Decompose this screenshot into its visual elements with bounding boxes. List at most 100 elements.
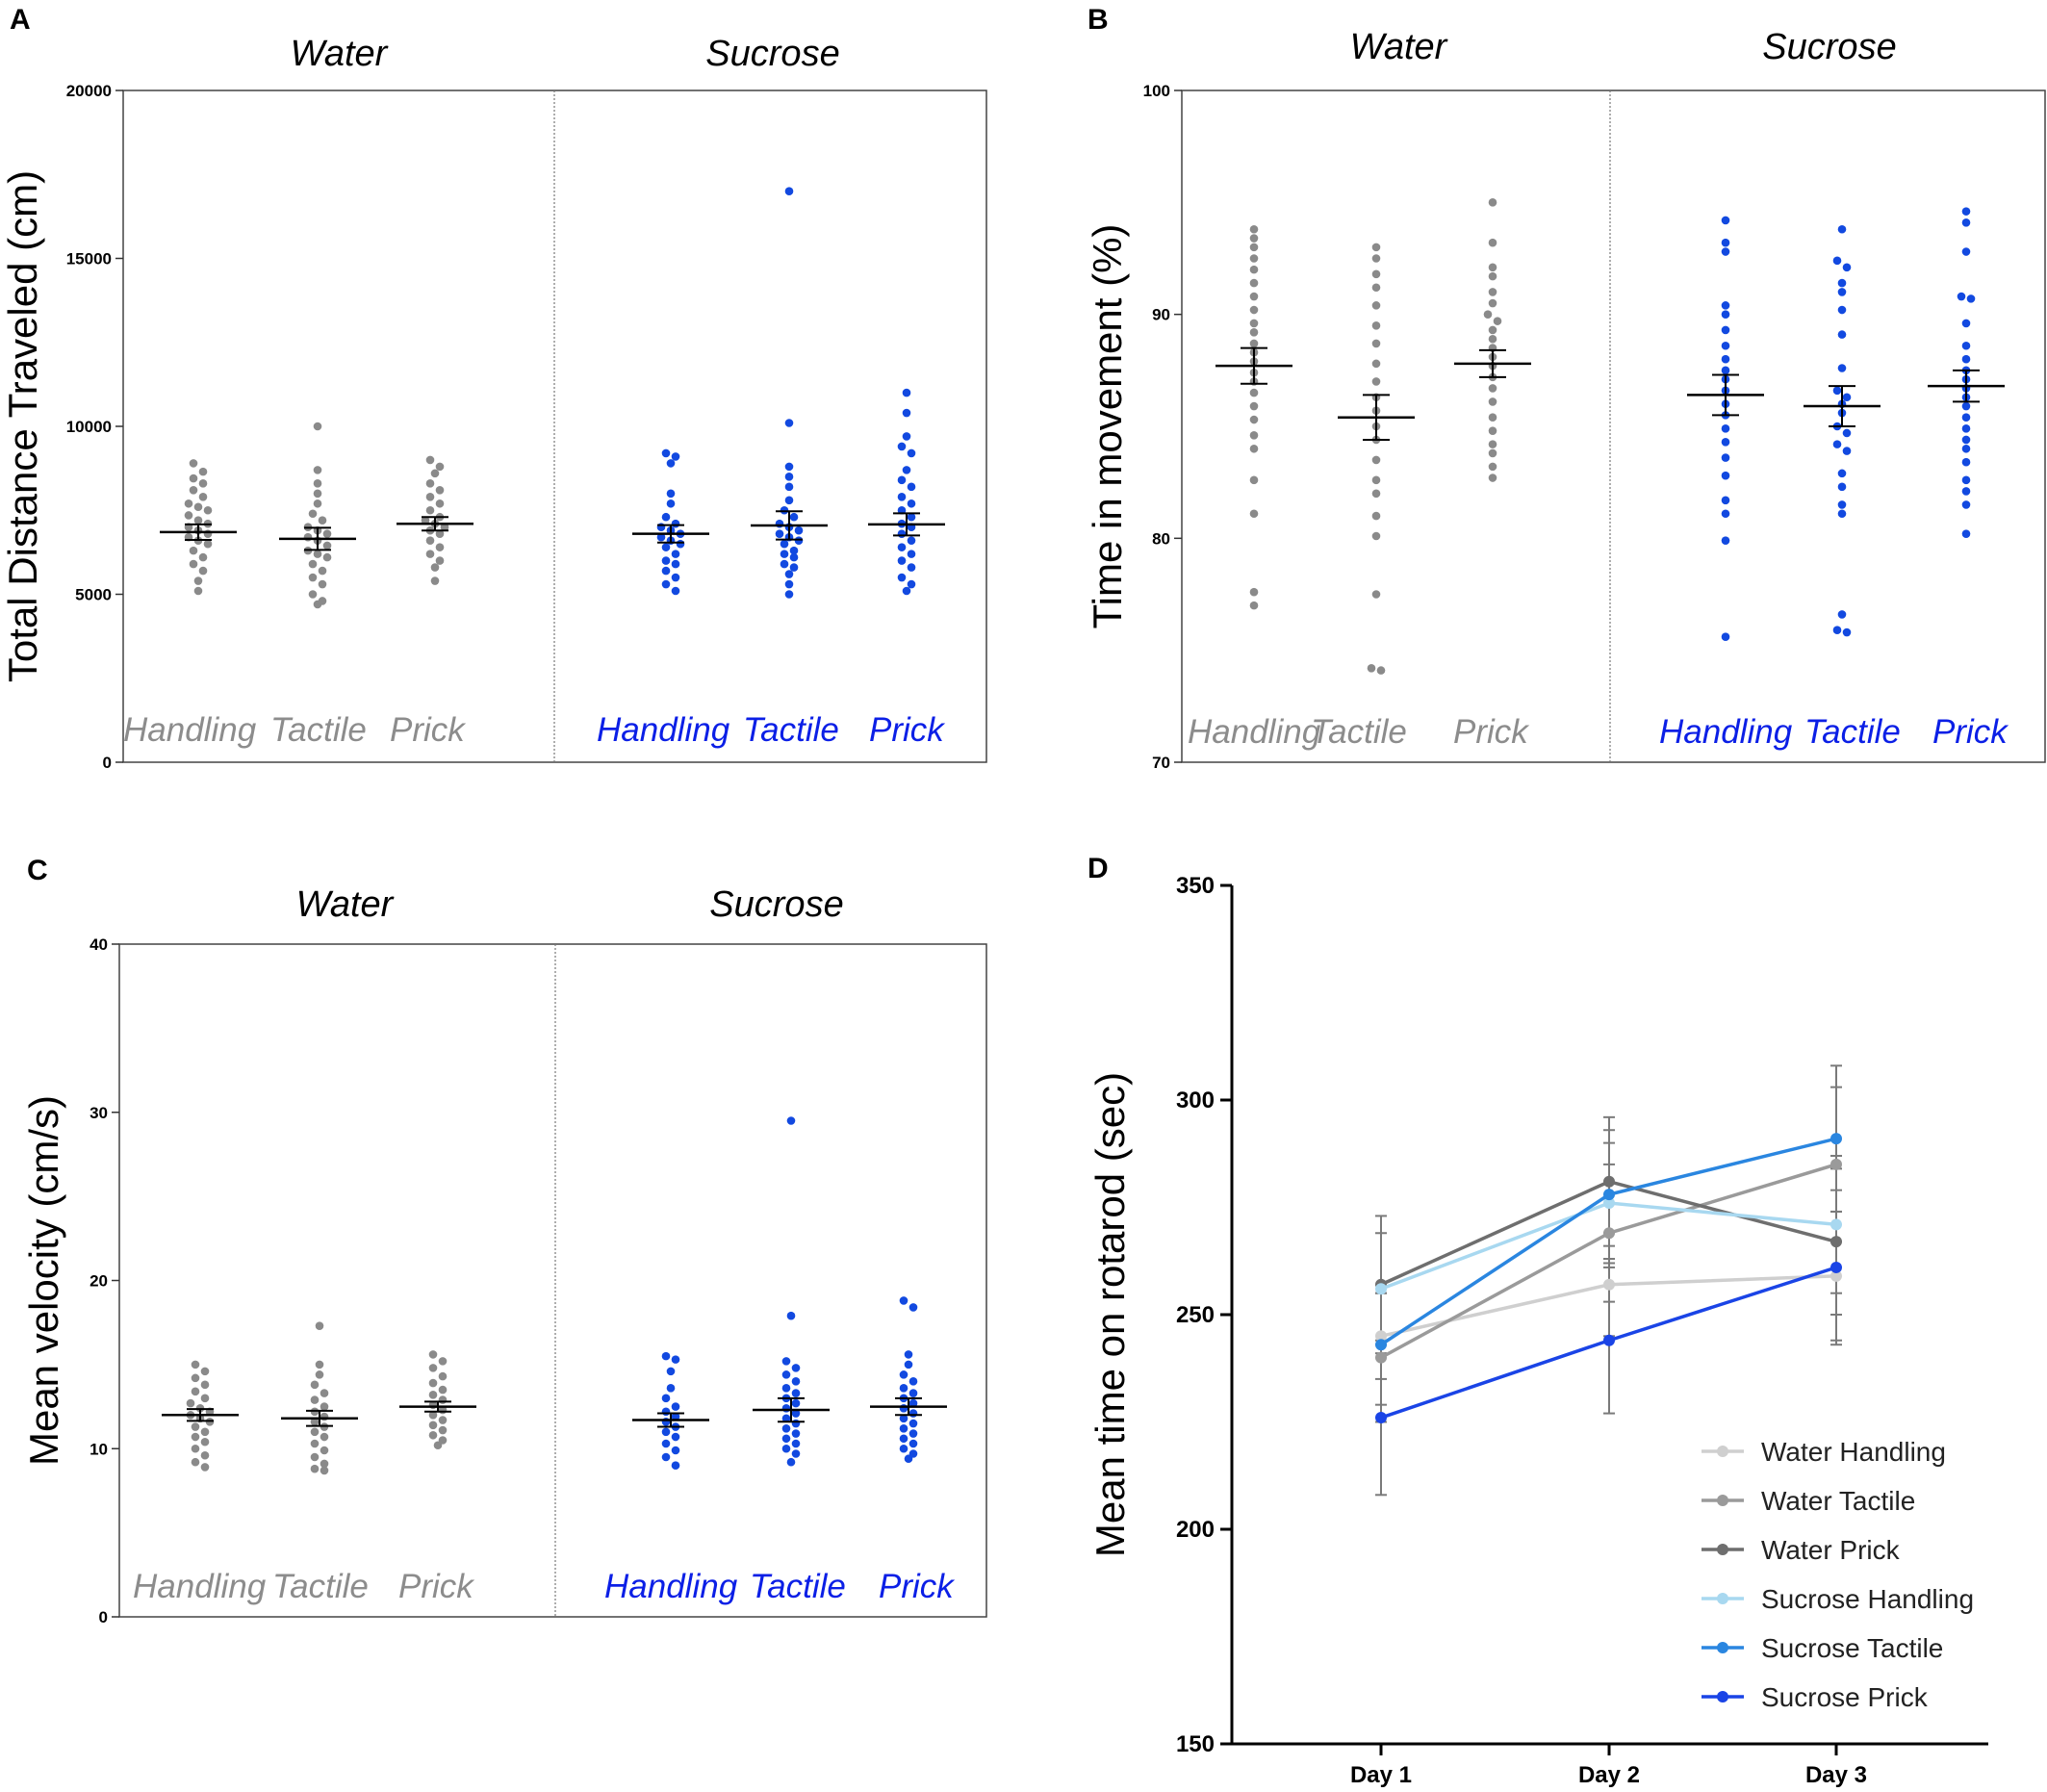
data-point [313, 499, 322, 508]
category-label-sucrose-prick: Prick [869, 711, 945, 749]
data-point [789, 563, 799, 572]
data-point [904, 1454, 913, 1464]
category-label-water-prick: Prick [390, 711, 466, 749]
y-tick-label: 250 [1176, 1302, 1215, 1328]
data-point [428, 1430, 438, 1440]
data-point [308, 573, 318, 582]
data-point [671, 1412, 680, 1421]
data-point [313, 422, 322, 431]
data-point [908, 1303, 918, 1312]
data-point [1249, 254, 1259, 263]
data-point [430, 469, 440, 478]
data-point [1249, 587, 1259, 597]
data-point [440, 523, 449, 531]
data-point [786, 1116, 796, 1125]
panel-b: B 70 80 90 100 Time in movement (%) Water Sucro… [1085, 4, 2046, 772]
data-point [425, 536, 435, 545]
data-point [1961, 247, 1971, 256]
data-point [781, 1423, 791, 1433]
data-point [661, 556, 671, 565]
data-point [1488, 271, 1497, 281]
data-point [1961, 435, 1971, 445]
data-point [433, 1441, 443, 1450]
series-point-sucrose-prick [1603, 1334, 1615, 1346]
y-tick-label: 20000 [66, 82, 112, 100]
data-point [189, 474, 198, 483]
data-point [907, 563, 916, 572]
data-point [897, 556, 907, 565]
panel-letter: B [1087, 4, 1109, 36]
data-point [1488, 198, 1497, 207]
data-point [191, 1432, 200, 1442]
data-point [1371, 321, 1381, 330]
y-tick-label: 40 [90, 935, 108, 954]
series-point-sucrose-tactile [1830, 1133, 1842, 1145]
data-point [425, 479, 435, 488]
data-point [899, 1404, 908, 1413]
legend-marker-sucrose-tactile [1717, 1642, 1728, 1653]
y-axis-label: Mean velocity (cm/s) [21, 1095, 66, 1466]
y-tick-label: 350 [1176, 873, 1215, 899]
data-point [203, 529, 213, 538]
y-tick-label: 70 [1152, 754, 1170, 772]
category-label-sucrose-handling: Handling [597, 711, 730, 749]
y-tick-label: 30 [90, 1104, 108, 1122]
data-point [189, 546, 198, 555]
data-point [775, 529, 784, 538]
data-point [198, 492, 208, 501]
data-point [791, 1398, 801, 1408]
data-point [310, 1395, 320, 1404]
data-point [320, 1432, 329, 1442]
data-point [908, 1398, 918, 1408]
category-label-sucrose-tactile: Tactile [750, 1568, 846, 1605]
data-point [907, 482, 916, 492]
data-point [1842, 428, 1852, 438]
data-point [198, 552, 208, 562]
data-point [781, 1370, 791, 1379]
data-point [438, 1371, 448, 1381]
legend-marker-water-handling [1717, 1446, 1728, 1457]
data-point [1721, 354, 1730, 364]
plot-frame [1181, 90, 2046, 763]
category-label-water-handling: Handling [1188, 713, 1321, 751]
panel-a: A 0 5000 10000 15000 20000 Total Distance Trav… [0, 4, 987, 772]
data-point [1837, 482, 1847, 492]
x-tick-label-day-2: Day 2 [1578, 1762, 1640, 1788]
data-point [897, 492, 907, 501]
data-point [1721, 496, 1730, 505]
data-point [313, 600, 322, 609]
data-point [780, 505, 789, 515]
data-point [784, 473, 794, 481]
y-tick-label: 100 [1143, 82, 1170, 100]
data-point [671, 452, 680, 461]
data-point [428, 1391, 438, 1399]
x-tick-label-day-1: Day 1 [1350, 1762, 1412, 1788]
data-point [320, 1466, 329, 1475]
data-point [897, 543, 907, 551]
group-header-water: Water [296, 884, 395, 925]
panel-letter: D [1087, 853, 1109, 884]
data-point [435, 462, 445, 472]
data-point [428, 1378, 438, 1388]
data-point [322, 552, 332, 562]
data-point [308, 509, 318, 519]
data-point [1371, 243, 1381, 252]
data-point [200, 1450, 210, 1460]
data-point [1488, 440, 1497, 448]
data-point [425, 505, 435, 515]
data-point [899, 1414, 908, 1423]
data-point [1371, 283, 1381, 293]
data-point [1721, 310, 1730, 319]
data-point [661, 512, 671, 522]
data-point [198, 479, 208, 488]
data-point [791, 1377, 801, 1386]
data-point [1961, 207, 1971, 216]
data-point [1837, 364, 1847, 372]
data-point [784, 579, 794, 589]
data-point [1721, 632, 1730, 642]
data-point [189, 559, 198, 569]
series-point-sucrose-handling [1603, 1197, 1615, 1210]
data-point [438, 1357, 448, 1366]
data-point [1961, 413, 1971, 422]
